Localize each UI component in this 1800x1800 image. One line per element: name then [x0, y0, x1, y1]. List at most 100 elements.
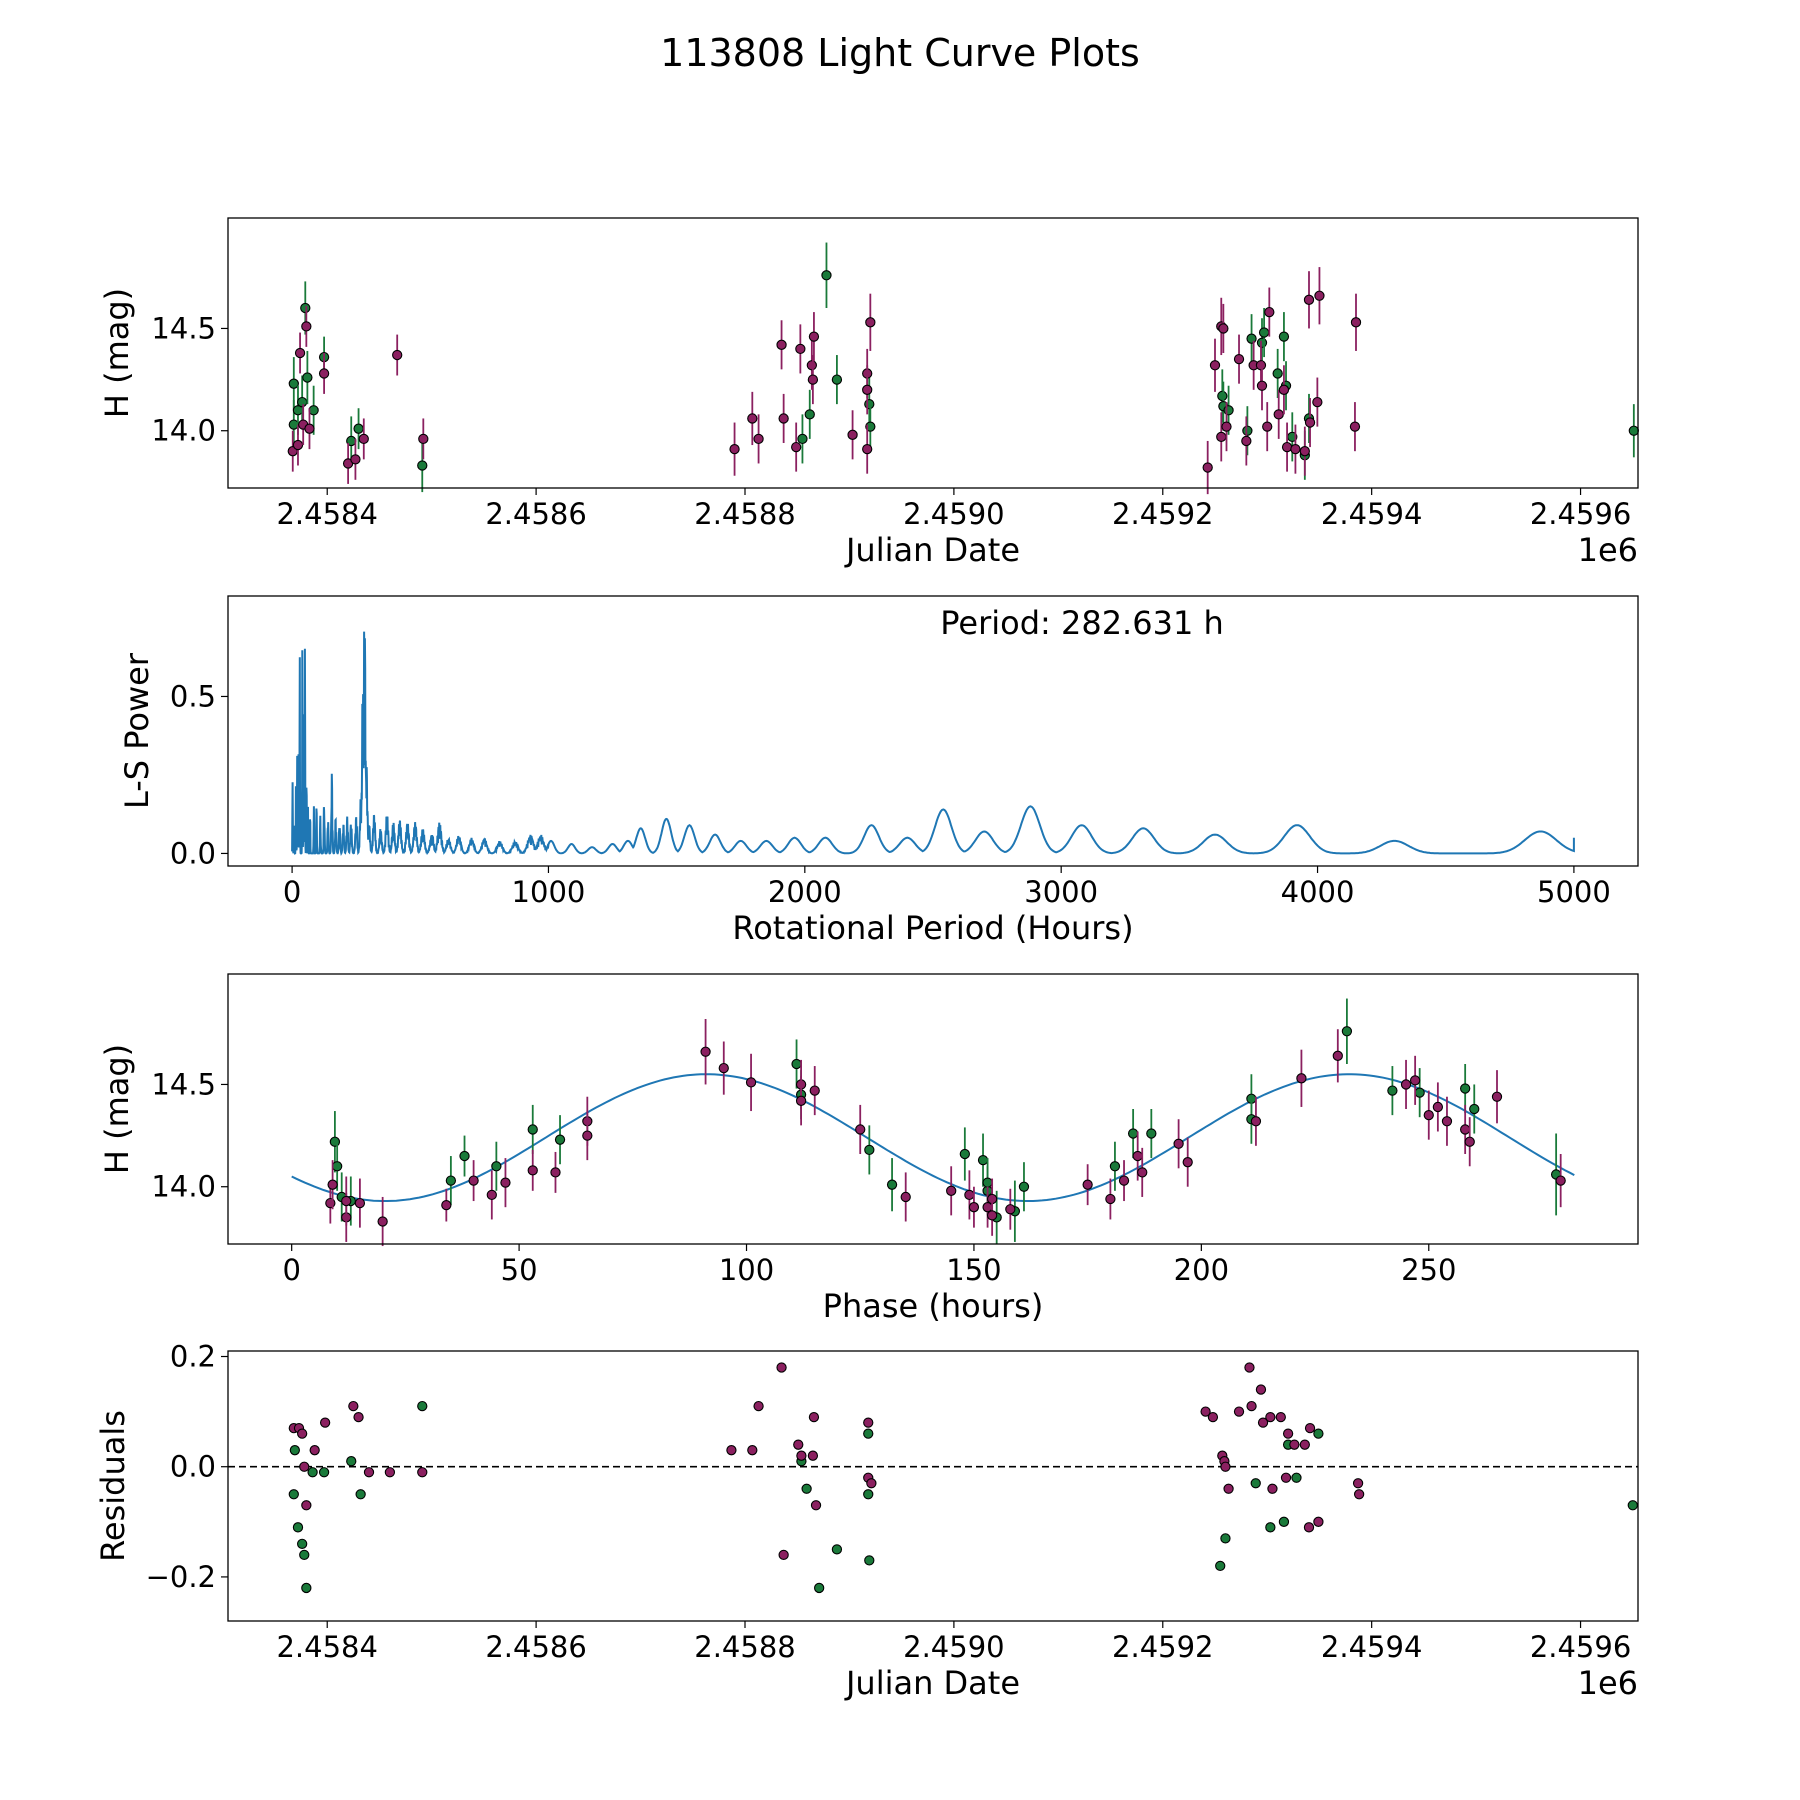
y-tick-label: −0.2	[146, 1560, 216, 1594]
data-point-green	[353, 423, 364, 434]
x-tick-label: 2000	[768, 875, 842, 909]
data-point-green	[300, 302, 311, 314]
data-point-maroon	[806, 360, 817, 371]
data-point-maroon	[1137, 1167, 1148, 1178]
data-point-maroon	[1313, 1516, 1324, 1527]
data-point-maroon	[353, 1411, 364, 1423]
data-point-maroon	[1304, 417, 1316, 428]
data-point-green	[1109, 1161, 1121, 1172]
data-point-maroon	[1296, 1073, 1307, 1084]
data-point-maroon	[1441, 1116, 1453, 1127]
residuals-offset-text: 1e6	[1578, 1664, 1638, 1702]
data-point-maroon	[1255, 360, 1267, 371]
data-point-green	[831, 374, 843, 385]
data-point-maroon	[855, 1124, 866, 1135]
data-point-maroon	[486, 1189, 497, 1201]
x-tick-label: 0	[282, 1253, 300, 1287]
x-tick-label: 2.4590	[903, 1630, 1004, 1664]
data-point-maroon	[1353, 1489, 1365, 1500]
data-point-green	[801, 1483, 812, 1494]
data-point-maroon	[1280, 1472, 1292, 1483]
x-tick-label: 2.4592	[1112, 497, 1213, 531]
data-point-maroon	[299, 1461, 310, 1472]
data-point-maroon	[866, 1478, 877, 1489]
data-point-maroon	[319, 1417, 331, 1428]
residuals-data-points	[228, 1362, 1638, 1594]
data-point-maroon	[1423, 1109, 1434, 1121]
data-point-maroon	[1555, 1175, 1566, 1186]
data-point-maroon	[808, 331, 820, 342]
data-point-maroon	[292, 439, 304, 451]
data-point-maroon	[795, 1095, 807, 1106]
data-point-green	[307, 1467, 318, 1478]
data-point-maroon	[753, 433, 764, 445]
data-point-green	[289, 1445, 300, 1456]
data-point-maroon	[418, 433, 429, 445]
data-point-maroon	[718, 1062, 729, 1074]
data-point-maroon	[1314, 290, 1325, 301]
panel-residuals: 2.4584 2.4586 2.4588 2.4590 2.4592 2.4594 2.45…	[94, 1340, 1639, 1702]
data-point-maroon	[776, 339, 787, 350]
y-tick-label: 0.5	[170, 679, 216, 713]
data-point-maroon	[778, 1549, 789, 1561]
data-point-maroon	[862, 443, 873, 455]
data-point-maroon	[309, 1445, 320, 1456]
data-point-maroon	[1464, 1136, 1475, 1147]
data-point-green	[1341, 1026, 1353, 1037]
data-point-green	[821, 270, 832, 281]
x-tick-label: 2.4584	[276, 1630, 377, 1664]
data-point-maroon	[796, 1450, 807, 1461]
data-point-green	[1146, 1128, 1157, 1139]
data-point-maroon	[1312, 396, 1323, 408]
data-point-maroon	[745, 1077, 757, 1088]
data-point-green	[491, 1161, 502, 1172]
data-point-maroon	[318, 368, 330, 379]
data-point-maroon	[297, 1428, 308, 1439]
data-point-green	[1313, 1428, 1324, 1439]
data-point-maroon	[304, 423, 315, 434]
data-point-maroon	[753, 1400, 764, 1412]
data-point-maroon	[1220, 1461, 1231, 1472]
data-point-maroon	[946, 1185, 957, 1196]
x-tick-label: 2.4594	[1321, 1630, 1422, 1664]
data-point-maroon	[441, 1199, 452, 1211]
data-point-maroon	[1233, 353, 1245, 365]
data-point-maroon	[301, 1500, 312, 1511]
data-point-green	[1246, 333, 1257, 344]
residuals-ticks: 2.4584 2.4586 2.4588 2.4590 2.4592 2.4594 2.45…	[146, 1340, 1632, 1664]
period-annotation: Period: 282.631 h	[940, 604, 1224, 642]
data-point-maroon	[809, 1085, 820, 1096]
x-tick-label: 2.4596	[1530, 497, 1631, 531]
data-point-maroon	[1290, 443, 1301, 455]
data-point-maroon	[1400, 1079, 1412, 1090]
data-point-maroon	[726, 1445, 737, 1456]
residuals-ylabel: Residuals	[94, 1410, 132, 1562]
data-point-maroon	[1246, 1400, 1257, 1412]
data-point-green	[288, 1489, 299, 1500]
data-point-maroon	[1304, 1422, 1316, 1434]
data-point-maroon	[582, 1130, 593, 1141]
data-point-maroon	[1303, 1522, 1315, 1533]
x-tick-label: 2.4586	[485, 497, 586, 531]
data-point-green	[318, 1467, 330, 1478]
data-point-maroon	[1241, 435, 1252, 447]
y-tick-label: 0.0	[170, 836, 216, 870]
data-point-green	[1265, 1522, 1276, 1533]
data-point-green	[417, 1400, 428, 1412]
x-tick-label: 2.4588	[694, 497, 795, 531]
data-point-maroon	[301, 321, 312, 332]
data-point-maroon	[1303, 294, 1315, 305]
phased-xlabel: Phase (hours)	[823, 1287, 1044, 1325]
y-tick-label: 14.5	[151, 1067, 216, 1101]
data-point-green	[791, 1058, 802, 1070]
phased-data	[291, 998, 1575, 1247]
data-point-maroon	[700, 1046, 711, 1057]
data-point-maroon	[986, 1210, 998, 1221]
data-point-maroon	[1173, 1138, 1184, 1149]
residuals-xlabel: Julian Date	[844, 1664, 1020, 1702]
data-point-green	[1278, 1516, 1290, 1527]
data-point-maroon	[392, 349, 403, 361]
data-point-green	[863, 1489, 874, 1500]
data-point-maroon	[327, 1179, 338, 1190]
